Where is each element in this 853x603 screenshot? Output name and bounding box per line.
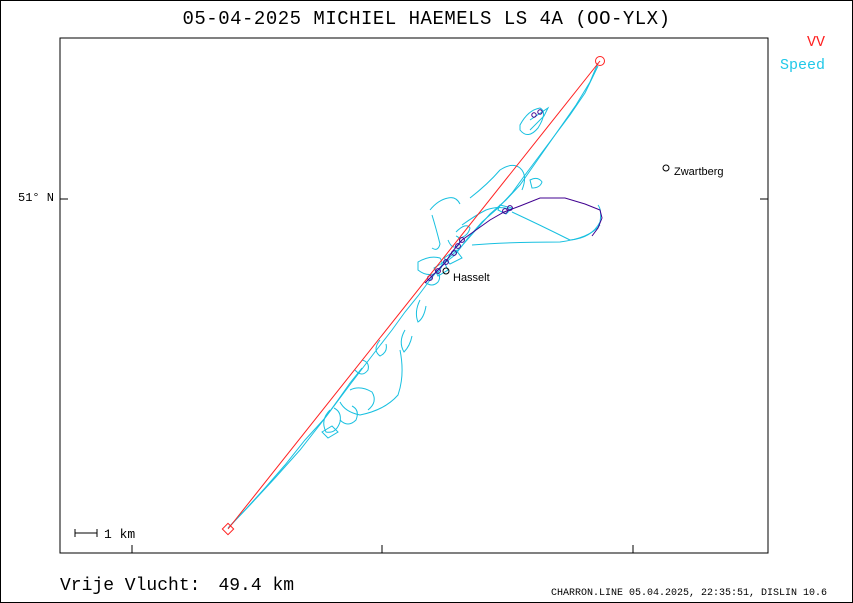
place-marker-icon	[442, 267, 450, 275]
scale-label: 1 km	[104, 527, 135, 542]
legend-speed: Speed	[779, 57, 825, 74]
place-label-hasselt: Hasselt	[453, 272, 490, 284]
place-label-zwartberg: Zwartberg	[674, 166, 724, 178]
credit-line: CHARRON.LINE 05.04.2025, 22:35:51, DISLI…	[550, 588, 827, 599]
place-marker-icon	[662, 164, 670, 172]
legend-vv: VV	[806, 34, 825, 51]
latitude-label: 51° N	[18, 191, 55, 205]
distance-label: Vrije Vlucht:	[60, 576, 201, 596]
turnpoint-end	[595, 56, 605, 66]
place-zwartberg: Zwartberg	[662, 164, 724, 178]
flight-track	[227, 62, 602, 529]
scale-bar: 1 km	[74, 527, 135, 542]
place-hasselt: Hasselt	[442, 267, 490, 284]
climb-track	[424, 109, 603, 284]
axis-ticks	[60, 198, 768, 553]
vv-line	[221, 56, 605, 536]
flight-title: 05-04-2025 MICHIEL HAEMELS LS 4A (OO-YLX…	[182, 8, 671, 30]
distance-summary: Vrije Vlucht: 49.4 km	[60, 576, 294, 596]
turnpoint-start	[221, 522, 235, 536]
distance-value: 49.4 km	[218, 576, 295, 596]
plot-border	[59, 37, 769, 554]
